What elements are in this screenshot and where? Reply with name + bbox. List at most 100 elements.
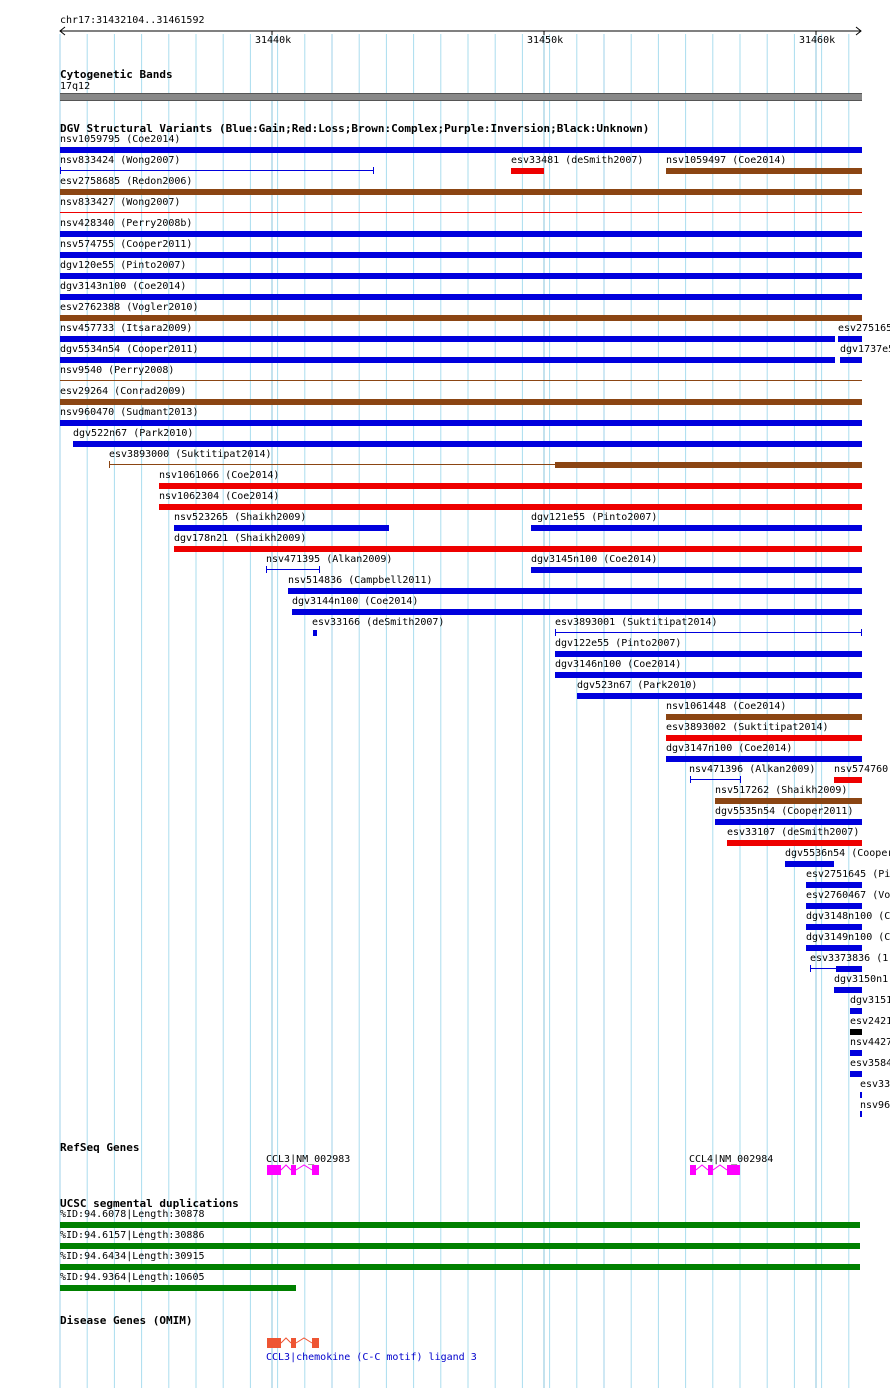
dgv-feature-label: esv3893002 (Suktitipat2014) [666, 722, 829, 733]
dgv-feature-bar[interactable] [555, 672, 862, 678]
cytoband-bar[interactable] [60, 93, 862, 101]
dgv-feature-label: dgv3148n100 (C [806, 911, 890, 922]
dgv-feature-label: esv2421 [850, 1016, 890, 1027]
cytoband-label: 17q12 [60, 81, 91, 92]
dgv-feature-bar[interactable] [806, 924, 862, 930]
gene-label: CCL3|NM_002983 [266, 1154, 351, 1165]
dgv-feature-label: dgv3147n100 (Coe2014) [666, 743, 793, 754]
dgv-feature-bar[interactable] [860, 1092, 862, 1098]
dgv-feature-bar[interactable] [159, 504, 862, 510]
dgv-feature-bar[interactable] [850, 1050, 862, 1056]
dgv-feature-bar[interactable] [109, 461, 110, 468]
dgv-feature-bar[interactable] [715, 819, 862, 825]
dgv-feature-label: dgv3143n100 (Coe2014) [60, 281, 187, 292]
dgv-feature-bar[interactable] [60, 315, 862, 321]
dgv-feature-bar[interactable] [840, 357, 862, 363]
dgv-feature-bar[interactable] [266, 569, 320, 570]
dgv-feature-bar[interactable] [60, 170, 374, 171]
dgv-feature-bar[interactable] [806, 882, 862, 888]
dgv-feature-bar[interactable] [555, 651, 862, 657]
dgv-feature-bar[interactable] [266, 566, 267, 573]
dgv-feature-label: dgv1737e5 [840, 344, 890, 355]
dgv-feature-bar[interactable] [60, 212, 862, 213]
segdup-feature-bar[interactable] [60, 1285, 296, 1291]
dgv-feature-label: esv33166 (deSmith2007) [312, 617, 445, 628]
dgv-feature-bar[interactable] [60, 357, 835, 363]
dgv-feature-bar[interactable] [60, 189, 862, 195]
dgv-feature-bar[interactable] [174, 546, 862, 552]
dgv-feature-bar[interactable] [60, 294, 862, 300]
dgv-feature-bar[interactable] [785, 861, 834, 867]
dgv-feature-bar[interactable] [373, 167, 374, 174]
dgv-feature-bar[interactable] [740, 776, 741, 783]
dgv-feature-bar[interactable] [806, 903, 862, 909]
dgv-feature-label: nsv523265 (Shaikh2009) [174, 512, 307, 523]
dgv-feature-bar[interactable] [806, 945, 862, 951]
gene-ccl3-model[interactable] [266, 1164, 322, 1176]
dgv-feature-bar[interactable] [715, 798, 862, 804]
dgv-feature-bar[interactable] [555, 462, 862, 468]
dgv-feature-bar[interactable] [690, 776, 691, 783]
dgv-feature-label: nsv9540 (Perry2008) [60, 365, 175, 376]
dgv-feature-bar[interactable] [531, 525, 862, 531]
dgv-feature-bar[interactable] [834, 987, 862, 993]
dgv-feature-bar[interactable] [531, 567, 862, 573]
dgv-feature-bar[interactable] [60, 252, 862, 258]
dgv-feature-label: nsv4427 [850, 1037, 890, 1048]
segdup-feature-bar[interactable] [60, 1243, 860, 1249]
dgv-feature-bar[interactable] [60, 231, 862, 237]
dgv-feature-bar[interactable] [288, 588, 862, 594]
track-title-segdup: UCSC segmental duplications [60, 1197, 239, 1210]
dgv-feature-bar[interactable] [174, 525, 389, 531]
dgv-feature-bar[interactable] [690, 779, 741, 780]
omim-gene-ccl3-model[interactable] [266, 1337, 322, 1349]
dgv-feature-label: dgv523n67 (Park2010) [577, 680, 698, 691]
dgv-feature-bar[interactable] [60, 336, 835, 342]
dgv-feature-bar[interactable] [73, 441, 862, 447]
dgv-feature-bar[interactable] [60, 420, 862, 426]
dgv-feature-label: dgv3149n100 (C [806, 932, 890, 943]
dgv-feature-bar[interactable] [60, 399, 862, 405]
dgv-feature-bar[interactable] [313, 630, 317, 636]
dgv-feature-bar[interactable] [838, 336, 862, 342]
dgv-feature-label: esv29264 (Conrad2009) [60, 386, 187, 397]
dgv-feature-bar[interactable] [109, 464, 861, 465]
dgv-feature-label: dgv5535n54 (Cooper2011) [715, 806, 854, 817]
dgv-feature-bar[interactable] [810, 965, 811, 972]
gene-ccl4-model[interactable] [689, 1164, 745, 1176]
dgv-feature-bar[interactable] [319, 566, 320, 573]
dgv-feature-bar[interactable] [292, 609, 862, 615]
dgv-feature-bar[interactable] [666, 168, 862, 174]
dgv-feature-bar[interactable] [60, 147, 862, 153]
dgv-feature-bar[interactable] [159, 483, 862, 489]
dgv-feature-bar[interactable] [850, 1071, 862, 1077]
dgv-feature-bar[interactable] [834, 777, 862, 783]
dgv-feature-bar[interactable] [555, 629, 556, 636]
dgv-feature-bar[interactable] [861, 629, 862, 636]
dgv-feature-bar[interactable] [60, 273, 862, 279]
dgv-feature-bar[interactable] [555, 632, 862, 633]
ruler-axis[interactable] [0, 25, 890, 37]
dgv-feature-bar[interactable] [727, 840, 862, 846]
dgv-feature-bar[interactable] [666, 756, 862, 762]
dgv-feature-bar[interactable] [60, 380, 862, 381]
dgv-feature-bar[interactable] [511, 168, 544, 174]
dgv-feature-label: nsv960470 (Sudmant2013) [60, 407, 199, 418]
dgv-feature-label: esv33107 (deSmith2007) [727, 827, 860, 838]
track-title-omim: Disease Genes (OMIM) [60, 1314, 193, 1327]
dgv-feature-label: nsv514836 (Campbell2011) [288, 575, 433, 586]
gene-label: CCL4|NM_002984 [689, 1154, 774, 1165]
dgv-feature-label: dgv3150n1 [834, 974, 889, 985]
dgv-feature-label: dgv122e55 (Pinto2007) [555, 638, 682, 649]
dgv-feature-bar[interactable] [666, 735, 862, 741]
segdup-feature-bar[interactable] [60, 1222, 860, 1228]
dgv-feature-bar[interactable] [60, 167, 61, 174]
segdup-feature-bar[interactable] [60, 1264, 860, 1270]
dgv-feature-bar[interactable] [577, 693, 862, 699]
dgv-feature-bar[interactable] [860, 1111, 862, 1117]
dgv-feature-bar[interactable] [666, 714, 862, 720]
dgv-feature-bar[interactable] [850, 1029, 862, 1035]
dgv-feature-bar[interactable] [836, 966, 862, 972]
dgv-feature-bar[interactable] [850, 1008, 862, 1014]
